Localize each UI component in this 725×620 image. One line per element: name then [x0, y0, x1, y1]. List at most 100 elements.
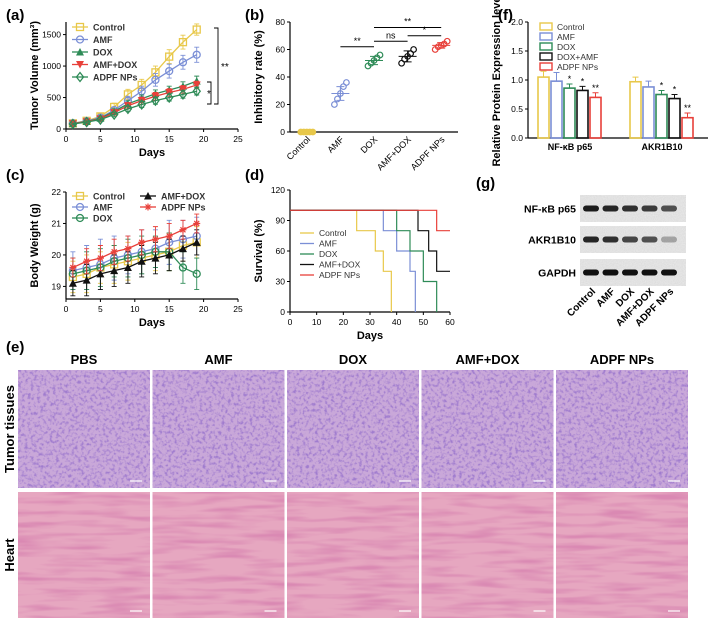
y-axis-title: Body Weight (g) [29, 203, 41, 287]
data-point [69, 264, 77, 272]
error-bar [632, 76, 639, 82]
data-point [192, 81, 201, 89]
data-point [331, 101, 338, 108]
series-line [72, 241, 197, 278]
significance-label: * [423, 25, 427, 35]
y-tick-label: 1.5 [511, 46, 523, 56]
heart-tile-texture [556, 492, 688, 618]
error-bar [553, 71, 560, 82]
error-bar [70, 122, 76, 126]
data-point [109, 108, 119, 121]
x-tick-label: 20 [199, 134, 209, 144]
data-point [68, 118, 78, 130]
legend-marker [75, 35, 85, 44]
series-line [72, 235, 197, 272]
x-tick-label: 50 [419, 317, 429, 327]
y-tick-label: 0.5 [511, 104, 523, 114]
legend-marker [75, 191, 85, 201]
histology-column-title: DOX [339, 352, 368, 367]
y-tick-label: 2.0 [511, 17, 523, 27]
survival-curve [290, 209, 438, 312]
error-bar [194, 46, 200, 63]
legend-label: DOX [93, 214, 113, 224]
legend: Control AMF DOX AMF+DOX ADPF NPs [72, 23, 138, 83]
significance-label: * [673, 85, 677, 95]
data-point [151, 75, 160, 85]
data-point [178, 37, 188, 47]
data-point [151, 235, 159, 243]
legend-marker [75, 202, 85, 212]
y-tick-label: 90 [276, 216, 286, 226]
x-tick-label: 25 [233, 304, 243, 314]
series-line [72, 251, 197, 275]
error-bar [579, 85, 586, 91]
series-line [72, 241, 197, 284]
legend-marker [75, 213, 85, 223]
panel-label-a: (a) [6, 7, 24, 24]
blot-band [602, 205, 619, 212]
bar [563, 87, 576, 139]
series-line [72, 29, 198, 124]
error-bar [166, 63, 172, 79]
data-point [110, 266, 119, 275]
y-tick-label: 120 [271, 185, 285, 195]
y-tick-label: 0.0 [511, 133, 523, 143]
blot-band [641, 236, 658, 243]
data-point [343, 79, 350, 86]
data-point [165, 52, 174, 61]
legend-label: DOX+AMF [557, 52, 598, 62]
x-tick-label: 0 [288, 317, 293, 327]
data-point [82, 116, 91, 128]
x-tick-label: AKR1B10 [641, 142, 682, 152]
y-tick-label: 22 [52, 187, 62, 197]
heart-tile-texture [287, 492, 419, 618]
series-line [72, 222, 197, 269]
y-axis-title: Inhibitory rate (%) [253, 30, 265, 124]
tumor-tile-texture [287, 370, 419, 488]
y-tick-label: 60 [276, 246, 286, 256]
y-tick-label: 0 [280, 307, 285, 317]
bar [589, 96, 602, 139]
x-tick-label: 5 [98, 134, 103, 144]
data-point [376, 51, 384, 59]
data-point [178, 88, 188, 100]
legend-swatch [539, 32, 553, 41]
data-point [192, 238, 201, 246]
panel-label-g: (g) [476, 175, 495, 192]
data-point [178, 263, 188, 272]
blot-band [622, 205, 638, 212]
data-point [334, 95, 341, 103]
x-tick-label: Control [285, 134, 313, 162]
significance-label: * [568, 74, 572, 84]
x-tick-label: 20 [339, 317, 349, 327]
blot-lane-label: Control [565, 286, 598, 319]
tumor-tile-texture [18, 370, 150, 488]
x-tick-label: 10 [312, 317, 322, 327]
legend-label: Control [93, 23, 125, 33]
western-blot: NF-κB p65AKR1B10GAPDHControlAMFDOXAMF+DO… [524, 195, 686, 329]
tumor-tile-texture [421, 370, 554, 488]
legend-swatch [539, 52, 553, 61]
legend-swatch [539, 62, 553, 71]
data-point [68, 279, 77, 287]
y-tick-label: 0 [56, 124, 61, 134]
error-bar [84, 120, 90, 124]
blot-label: AKR1B10 [528, 235, 576, 247]
y-tick-label: 20 [52, 250, 62, 260]
survival-curve [290, 209, 450, 272]
y-tick-label: 0 [280, 127, 285, 137]
y-tick-label: 19 [52, 281, 62, 291]
blot-band [641, 269, 658, 276]
panel-label-d: (d) [245, 167, 264, 184]
legend-label: ADPF NPs [161, 203, 206, 213]
series-line [72, 90, 197, 125]
error-bar [566, 83, 573, 89]
data-point [96, 114, 105, 126]
legend-label: ADPF NPs [557, 62, 598, 72]
heart-tile-texture [421, 492, 554, 618]
data-point [192, 25, 201, 34]
bar [655, 93, 668, 139]
blot-band [661, 269, 677, 276]
survival-curve [290, 209, 416, 312]
legend-label: DOX [93, 48, 113, 58]
